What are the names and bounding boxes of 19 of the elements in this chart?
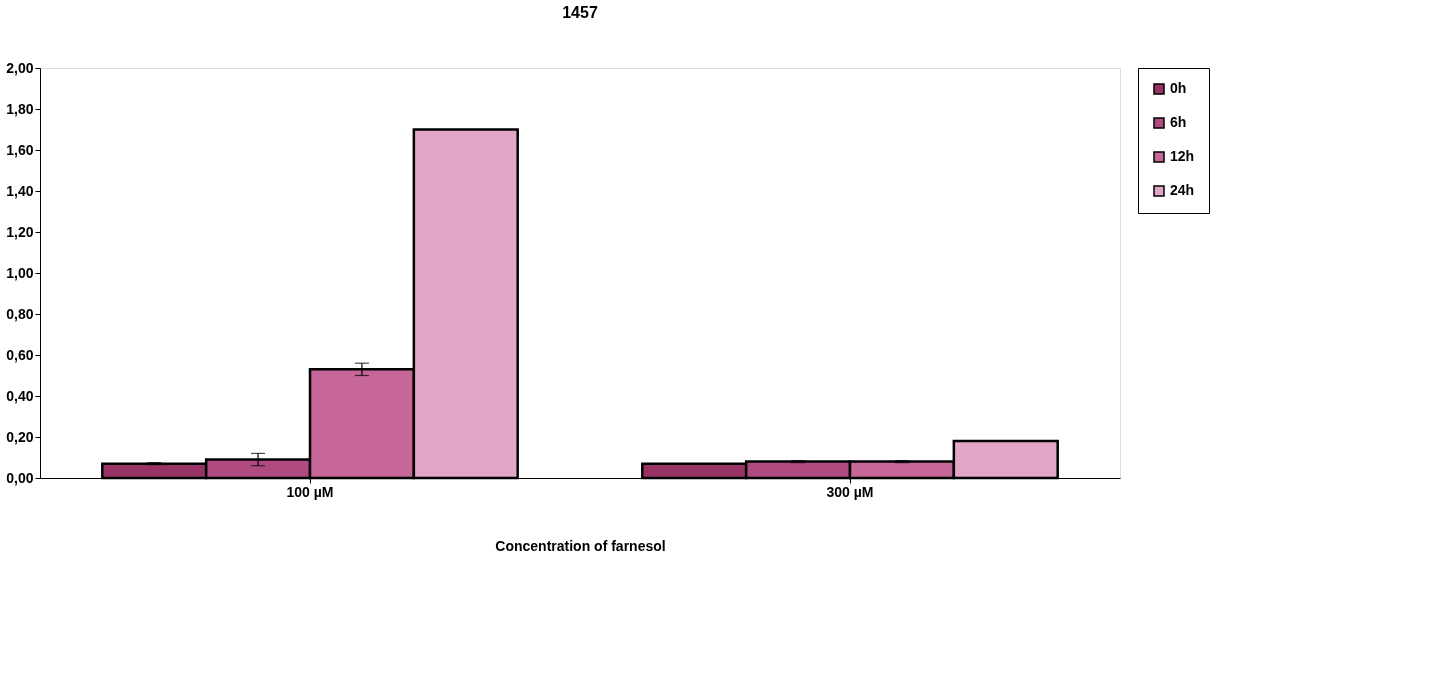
y-tick-label: 0,40 xyxy=(6,387,34,404)
y-tick-label: 0,60 xyxy=(6,346,34,363)
legend-label: 0h xyxy=(1170,80,1187,96)
y-tick-label: 0,80 xyxy=(6,305,34,322)
y-tick-label: 0,00 xyxy=(6,469,34,486)
y-tick-label: 1,60 xyxy=(6,141,34,158)
y-tick-label: 2,00 xyxy=(6,59,34,76)
y-tick-label: 1,20 xyxy=(6,223,34,240)
y-tick-label: 1,80 xyxy=(6,100,34,117)
y-tick-label: 0,20 xyxy=(6,428,34,445)
x-axis-title: Concentration of farnesol xyxy=(495,537,666,554)
chart-title: 1457 xyxy=(562,4,598,21)
legend-label: 6h xyxy=(1170,114,1187,130)
x-tick-label: 100 µM xyxy=(286,483,334,500)
x-tick-label: 300 µM xyxy=(826,483,874,500)
y-tick-label: 1,00 xyxy=(6,264,34,281)
legend-label: 24h xyxy=(1170,182,1195,198)
y-tick-label: 1,40 xyxy=(6,182,34,199)
legend-label: 12h xyxy=(1170,148,1195,164)
